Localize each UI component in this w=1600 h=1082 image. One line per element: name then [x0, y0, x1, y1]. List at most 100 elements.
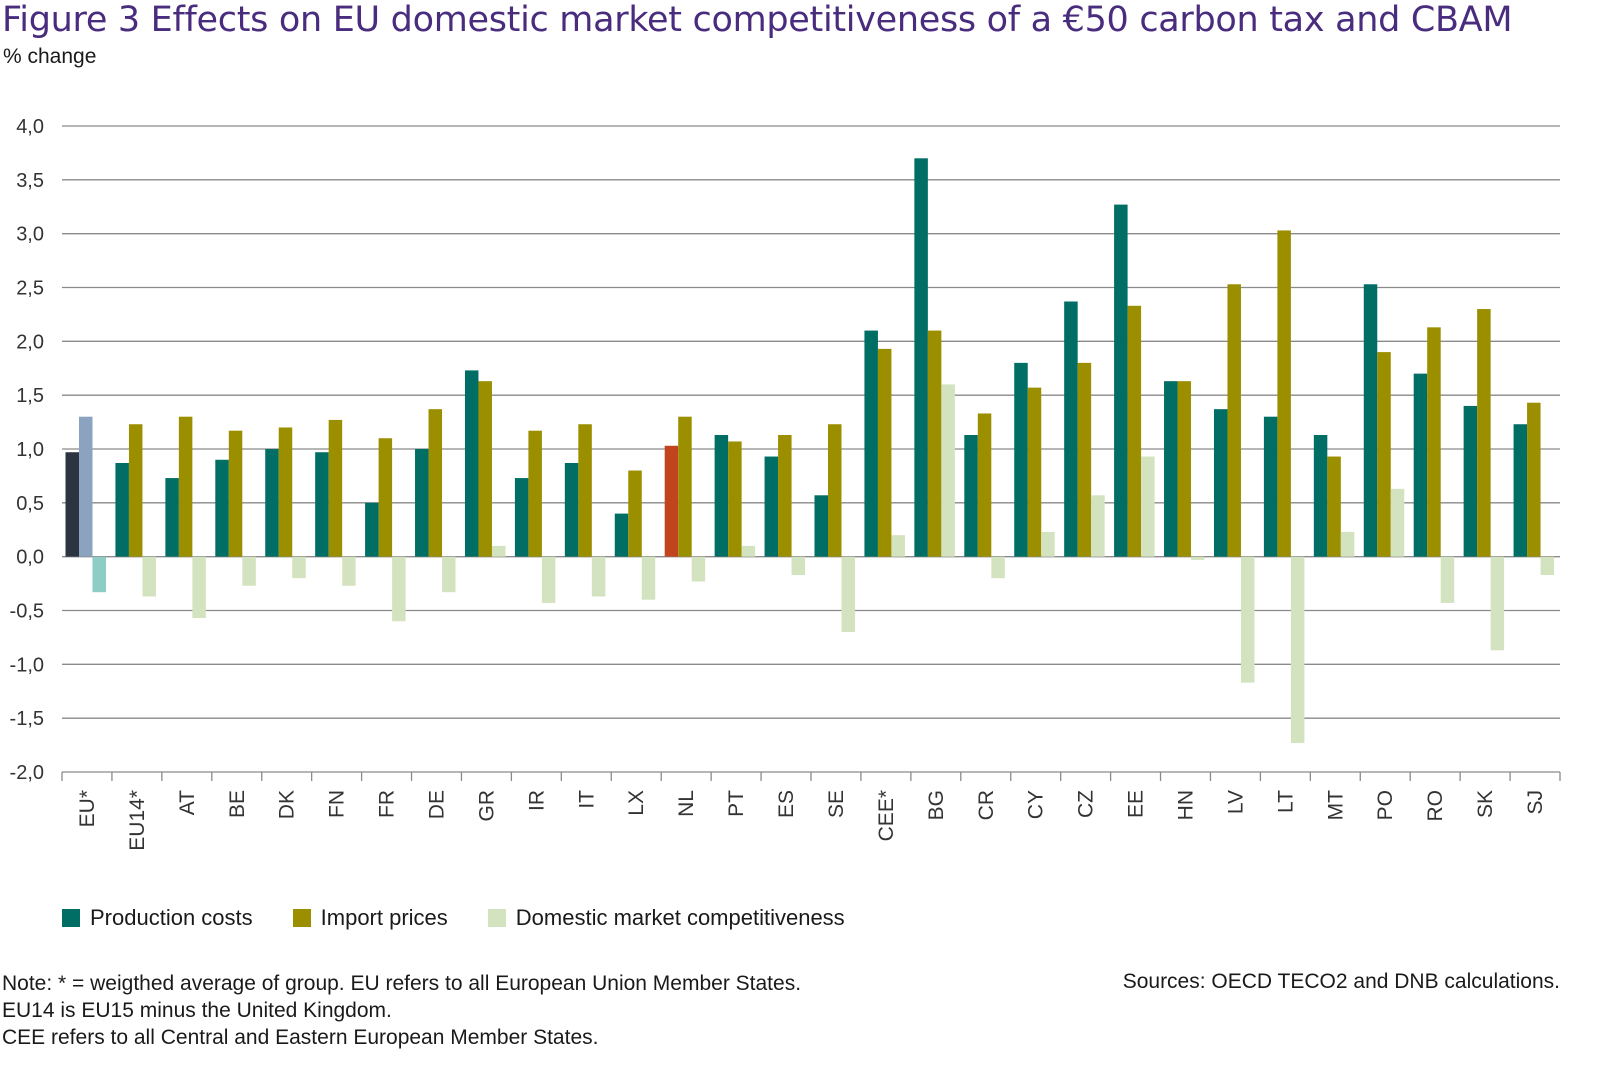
bar-production-costs: [1313, 435, 1328, 557]
bar-import-prices: [378, 438, 393, 557]
bar-import-prices: [1327, 456, 1341, 557]
y-tick-label: 0,0: [16, 547, 44, 569]
legend-item-domestic-market-competitiveness: Domestic market competitiveness: [487, 905, 845, 931]
bar-production-costs: [1363, 284, 1378, 557]
y-tick-label: -1,5: [10, 708, 44, 730]
bar-import-prices: [1077, 362, 1092, 557]
bar-domestic-market-competitiveness: [691, 556, 706, 582]
x-tick-label: IT: [575, 790, 598, 809]
x-tick-label: BE: [226, 790, 249, 818]
y-tick-label: 2,0: [16, 331, 44, 353]
sources: Sources: OECD TECO2 and DNB calculations…: [1122, 970, 1560, 993]
bar-domestic-market-competitiveness: [1191, 556, 1205, 560]
y-tick-label: 2,5: [16, 278, 44, 300]
footnote-line: CEE refers to all Central and Eastern Eu…: [2, 1026, 599, 1049]
bar-production-costs: [215, 459, 229, 557]
y-tick-label: 3,5: [16, 170, 44, 192]
x-tick-label: SK: [1474, 790, 1497, 818]
x-tick-label: DE: [426, 790, 449, 819]
x-tick-label: PO: [1374, 790, 1397, 820]
bar-import-prices: [1127, 305, 1142, 557]
bar-import-prices: [877, 348, 892, 557]
bar-domestic-market-competitiveness: [92, 556, 106, 593]
bar-import-prices: [977, 413, 992, 557]
bar-domestic-market-competitiveness: [891, 535, 905, 557]
bar-import-prices: [1477, 309, 1491, 557]
x-tick-label: CEE*: [875, 790, 898, 841]
legend-label-domestic-market-competitiveness: Domestic market competitiveness: [515, 905, 845, 930]
bar-import-prices: [628, 470, 642, 557]
legend-swatch-domestic-market-competitiveness: [487, 909, 506, 927]
y-tick-label: 1,5: [16, 385, 44, 407]
y-tick-label: -1,0: [10, 654, 44, 676]
bar-domestic-market-competitiveness: [292, 556, 306, 579]
x-tick-label: LV: [1224, 790, 1247, 814]
bar-import-prices: [528, 430, 542, 557]
bar-domestic-market-competitiveness: [541, 556, 556, 603]
bar-domestic-market-competitiveness: [791, 556, 806, 575]
bar-domestic-market-competitiveness: [1290, 556, 1305, 743]
legend-item-production-costs: Production costs: [62, 905, 253, 931]
x-tick-label: PT: [725, 790, 748, 817]
bar-chart: 4,0 3,5 3,0 2,5 2,0 1,5 1,0 0,5 0,0 -0,5 -1,0 -1,5 -…: [10, 116, 1561, 851]
bar-import-prices: [1427, 327, 1441, 557]
bar-domestic-market-competitiveness: [1440, 556, 1455, 603]
bar-domestic-market-competitiveness: [1490, 556, 1505, 651]
bar-domestic-market-competitiveness: [741, 545, 756, 557]
bar-production-costs: [1263, 416, 1278, 557]
bar-import-prices: [1027, 387, 1042, 557]
x-tick-label: NL: [675, 790, 698, 817]
bar-domestic-market-competitiveness: [941, 384, 955, 557]
x-tick-label: ES: [775, 790, 798, 818]
bar-import-prices: [778, 435, 792, 557]
x-tick-label: CY: [1025, 790, 1048, 819]
bar-domestic-market-competitiveness: [991, 556, 1005, 579]
bar-import-prices: [927, 330, 942, 557]
legend-label-production-costs: Production costs: [90, 905, 253, 930]
bar-production-costs: [564, 462, 579, 557]
bar-domestic-market-competitiveness: [1240, 556, 1255, 683]
bar-import-prices: [1527, 402, 1541, 557]
x-tick-label: EU14*: [126, 790, 149, 851]
bar-import-prices: [178, 416, 193, 557]
y-tick-label: -2,0: [10, 762, 44, 784]
x-tick-label: FR: [376, 790, 399, 818]
x-tick-label: EU*: [76, 790, 99, 827]
legend-swatch-production-costs: [62, 909, 80, 927]
bar-production-costs: [165, 478, 179, 557]
footnote: Note: * = weigthed average of group. EU …: [2, 970, 801, 1051]
bar-production-costs: [1513, 424, 1528, 557]
bar-domestic-market-competitiveness: [1041, 531, 1055, 557]
bar-domestic-market-competitiveness: [1390, 488, 1405, 557]
bar-import-prices: [1277, 230, 1291, 557]
bar-production-costs: [614, 513, 629, 557]
bar-domestic-market-competitiveness: [591, 556, 606, 597]
bar-production-costs: [115, 462, 129, 557]
bar-production-costs: [814, 495, 828, 557]
bar-import-prices: [828, 424, 842, 557]
footnote-line: Note: * = weigthed average of group. EU …: [2, 972, 802, 995]
bar-production-costs: [464, 370, 479, 557]
bar-production-costs: [864, 330, 878, 557]
x-tick-label: IR: [525, 790, 548, 811]
x-tick-label: EE: [1125, 790, 1148, 818]
bar-production-costs: [1413, 373, 1428, 557]
bar-import-prices: [1227, 284, 1241, 557]
bar-domestic-market-competitiveness: [841, 556, 855, 633]
x-tick-label: MT: [1324, 790, 1347, 820]
x-tick-label: BG: [925, 790, 948, 820]
bar-import-prices: [79, 416, 93, 557]
bar-import-prices: [578, 424, 592, 557]
bar-production-costs: [315, 452, 329, 557]
bar-domestic-market-competitiveness: [392, 556, 406, 622]
bar-production-costs: [1164, 381, 1178, 557]
bar-import-prices: [728, 441, 742, 557]
x-tick-label: CR: [975, 790, 998, 820]
legend-label-import-prices: Import prices: [320, 905, 448, 930]
bar-production-costs: [1014, 362, 1028, 557]
bar-import-prices: [278, 427, 293, 557]
bar-domestic-market-competitiveness: [242, 556, 256, 586]
bar-import-prices: [478, 381, 492, 557]
chart-title: Figure 3 Effects on EU domestic market c…: [2, 0, 1513, 40]
x-tick-label: SJ: [1524, 790, 1547, 815]
